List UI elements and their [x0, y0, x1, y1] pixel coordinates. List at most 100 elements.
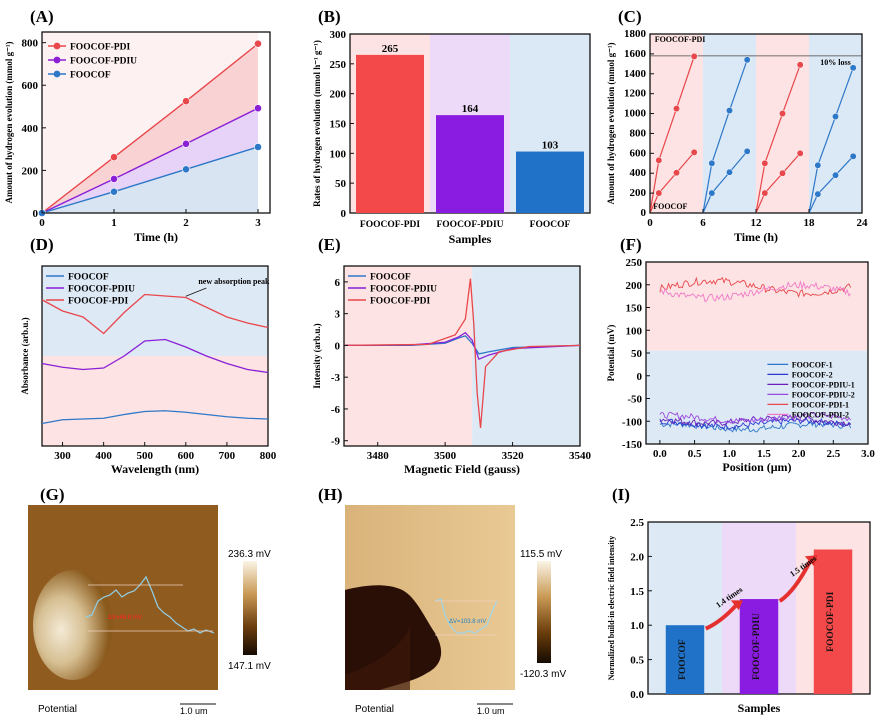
chart-f-potential: 0.0 0.5 1.0 1.5 2.0 2.5 3.0 250 200 150 100 50 0 -50 -… [606, 257, 875, 474]
cycle-line-FOOCOF-PDI-1 [755, 64, 801, 214]
point-FOOCOF-2-1-0 [814, 190, 822, 198]
y-axis-label: Normalized build-in electric field inten… [607, 536, 616, 680]
series-line-FOOCOF-PDIU [41, 338, 269, 374]
panel-label-g: (G) [40, 485, 65, 504]
x-tick-label: 3540 [569, 450, 592, 462]
x-tick-label: 1 [111, 217, 117, 229]
afm-g-scalebar: 1.0 um [180, 706, 208, 716]
legend-label-FOOCOF-PDI: FOOCOF-PDI [370, 297, 430, 307]
afm-g-max: 236.3 mV [228, 549, 271, 560]
chart-d-absorbance: 300 400 500 600 700 800 Wavelength (nm) Absorba… [20, 265, 277, 476]
afm-h-line-profile [434, 598, 498, 634]
afm-h-min: -120.3 mV [520, 669, 566, 680]
x-axis-label: Time (h) [134, 230, 178, 244]
cycle-line-FOOCOF-1 [808, 67, 854, 214]
plot-frame [343, 265, 581, 447]
x-tick-label: 24 [857, 217, 869, 229]
legend-label-FOOCOF-PDIU: FOOCOF-PDIU [370, 285, 437, 295]
point-FOOCOF-1-2 [849, 64, 857, 72]
panel-label-e: (E) [318, 235, 341, 254]
afm-h-delta: ΔV=103.8 mV [449, 619, 486, 625]
legend-label-FOOCOF-1: FOOCOF-1 [792, 360, 833, 369]
x-tick-label: 800 [260, 450, 277, 462]
cycle-line-FOOCOF-2-1 [808, 155, 854, 214]
x-tick-label: 3 [255, 217, 261, 229]
y-tick-label: 100 [626, 325, 643, 337]
x-axis-label: Wavelength (nm) [111, 462, 199, 476]
y-tick-label: -50 [627, 394, 642, 406]
y-tick-label: 0 [637, 371, 643, 383]
series-line-FOOCOF-PDI [343, 278, 581, 429]
series-line-FOOCOF-PDIU-2 [659, 411, 851, 424]
point-FOOCOF-1-0 [814, 161, 822, 169]
afm-g-colorbar [243, 561, 257, 655]
legend-label-FOOCOF-PDIU-2: FOOCOF-PDIU-2 [792, 390, 855, 399]
annotation-pdi: FOOCOF-PDI [655, 35, 706, 44]
point-FOOCOF-PDIU-3 [254, 104, 262, 113]
bg-left [344, 266, 473, 446]
cycle-line-FOOCOF-PDI-2-1 [755, 152, 801, 214]
annotation-peak: new absorption peak [198, 277, 270, 286]
series-line-FOOCOF [41, 146, 259, 214]
y-tick-label: 2.0 [630, 551, 644, 563]
legend-label-FOOCOF-PDIU-1: FOOCOF-PDIU-1 [792, 380, 855, 389]
y-tick-label: 200 [22, 165, 39, 177]
legend-label-FOOCOF: FOOCOF [370, 273, 411, 283]
point-FOOCOF-0-0 [708, 159, 716, 167]
point-FOOCOF-PDI-2-1-1 [779, 169, 786, 177]
point-FOOCOF-PDIU-1 [110, 175, 118, 183]
y-tick-label: 400 [22, 123, 39, 135]
y-tick-label: 250 [330, 59, 347, 71]
y-tick-label: 50 [335, 178, 347, 190]
x-tick-label: 1.0 [722, 448, 736, 460]
afm-g-bright-domain [33, 570, 113, 680]
fill-foocof-region [42, 146, 258, 213]
annotation-arrow [185, 287, 207, 297]
x-tick-label: 6 [700, 217, 706, 229]
y-tick-label: 200 [330, 89, 347, 101]
afm-h-label: Potential [355, 704, 394, 715]
panel-label-b: (B) [318, 7, 341, 26]
point-FOOCOF-PDI-2-1-0 [761, 189, 769, 197]
y-tick-label: -100 [622, 416, 643, 428]
annotation-foocof: FOOCOF [653, 202, 687, 211]
legend-label-FOOCOF: FOOCOF [68, 273, 109, 283]
cycle-bg-1 [703, 34, 756, 213]
point-FOOCOF-2-0-1 [726, 168, 733, 176]
y-tick-label: 1800 [624, 28, 647, 40]
y-tick-label: -150 [622, 439, 643, 451]
bg-right [472, 266, 580, 446]
afm-h-colorbar [537, 561, 551, 663]
x-tick-label: FOOCOF-PDIU [436, 220, 503, 230]
point-FOOCOF-2 [182, 165, 190, 174]
x-axis-label: Samples [449, 232, 492, 246]
series-line-FOOCOF-PDI [41, 293, 269, 335]
point-FOOCOF-PDI-1-1 [779, 110, 786, 118]
point-FOOCOF-PDI-0-0 [655, 156, 663, 164]
point-FOOCOF-0-1 [726, 107, 733, 115]
point-FOOCOF-1-1 [832, 113, 839, 120]
afm-g-delta: ΔV=46.8 mV [108, 615, 142, 621]
panel-label-h: (H) [318, 485, 343, 504]
bar-value-label-FOOCOF-PDIU: 164 [462, 103, 479, 115]
legend-marker-FOOCOF [53, 70, 61, 78]
arrow-2-head [804, 555, 818, 567]
bar-FOOCOF [665, 625, 705, 694]
y-tick-label: 1200 [624, 88, 647, 100]
x-tick-label: 1.5 [757, 448, 771, 460]
annotation-loss: 10% loss [820, 58, 850, 67]
x-tick-label: 0 [39, 217, 45, 229]
afm-h-dark-domain [345, 585, 442, 690]
cycle-line-FOOCOF-0 [702, 59, 748, 214]
legend-label-FOOCOF-PDI: FOOCOF-PDI [68, 297, 128, 307]
bg-top [646, 262, 868, 351]
panel-label-c: (C) [618, 7, 642, 26]
arrow-2 [778, 558, 813, 603]
x-tick-label: 0.0 [653, 448, 667, 460]
y-axis-label: Amount of hydrogen evolution (mmol g⁻¹) [4, 41, 14, 203]
afm-image-h: ΔV=103.8 mV 115.5 mV -120.3 mV Potential… [345, 505, 566, 716]
x-tick-label: 400 [95, 450, 112, 462]
y-tick-label: 800 [22, 38, 39, 50]
bar-label-FOOCOF: FOOCOF [678, 639, 688, 680]
